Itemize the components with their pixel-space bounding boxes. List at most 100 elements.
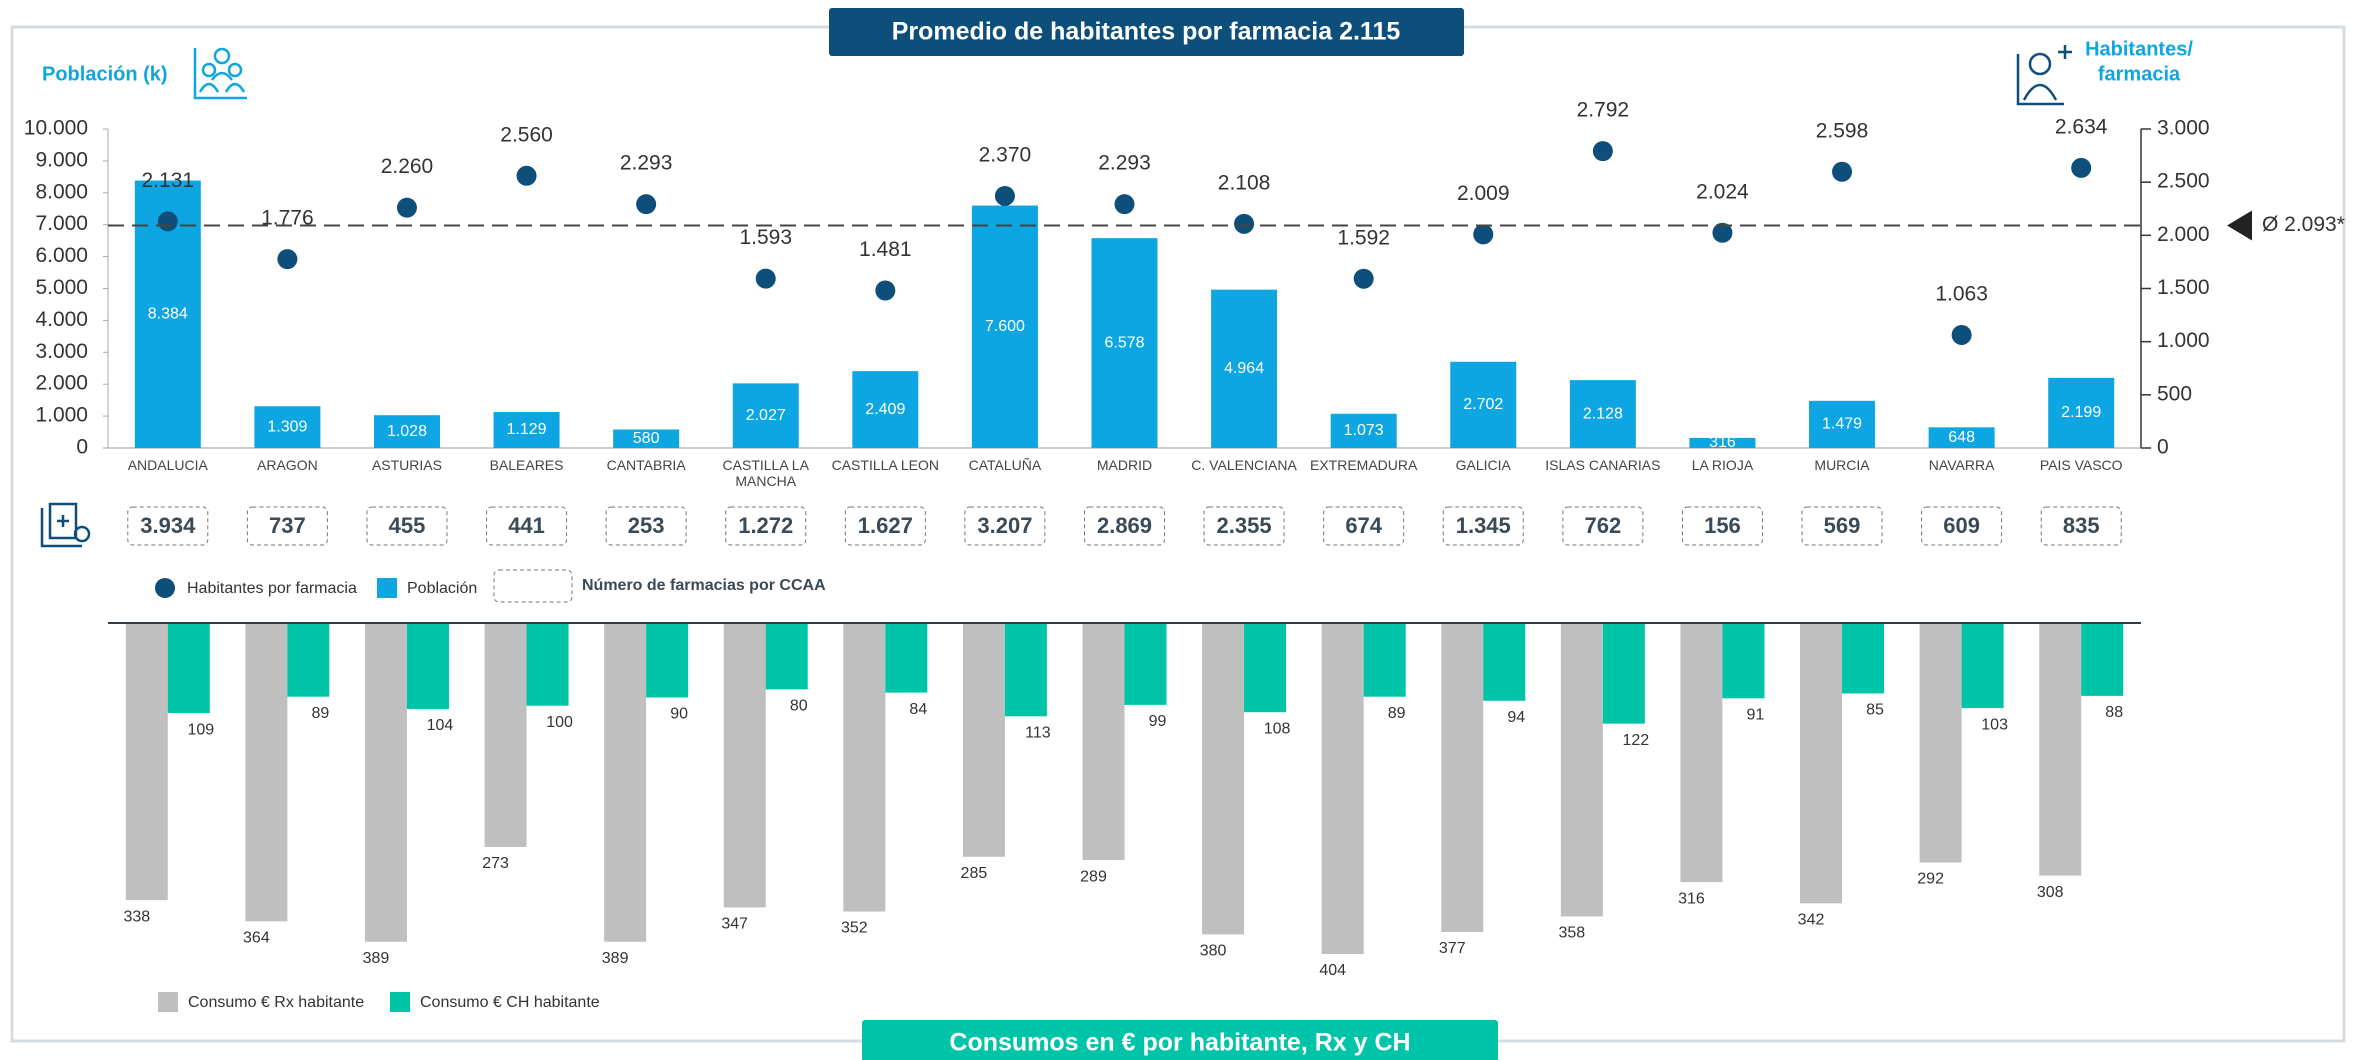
bar bbox=[1082, 624, 1125, 861]
bar-label: 88 bbox=[2105, 704, 2123, 721]
bar bbox=[245, 624, 288, 922]
bar bbox=[1602, 624, 1645, 724]
dot bbox=[1951, 324, 1972, 345]
bar-label: 4.964 bbox=[1224, 360, 1264, 377]
pharmacy-box bbox=[1801, 506, 1883, 546]
bar bbox=[2039, 624, 2082, 876]
x-tick-label-text: BALEARES bbox=[489, 457, 564, 473]
bar bbox=[1202, 624, 1245, 935]
legend-label: Población bbox=[407, 580, 477, 597]
x-tick-label: GALICIA bbox=[1455, 457, 1511, 473]
x-tick-label: EXTREMADURA bbox=[1310, 457, 1417, 473]
pharmacy-count: 2.869 bbox=[1097, 513, 1152, 538]
dot bbox=[1114, 194, 1135, 215]
bar-label: 389 bbox=[363, 950, 390, 967]
pharmacy-box bbox=[127, 506, 209, 546]
y-tick-label: 0 bbox=[76, 436, 88, 459]
x-tick-label-text: CASTILLA LA MANCHA bbox=[722, 457, 809, 489]
x-tick-label: CASTILLA LEON bbox=[831, 457, 939, 473]
bar bbox=[493, 411, 560, 448]
bar bbox=[1680, 624, 1723, 883]
bar-label: 108 bbox=[1264, 720, 1291, 737]
pharmacy-box bbox=[605, 506, 687, 546]
x-tick-label-text: PAIS VASCO bbox=[2039, 457, 2123, 473]
bar-label: 389 bbox=[602, 950, 629, 967]
bar bbox=[1689, 437, 1756, 448]
bar bbox=[604, 624, 647, 942]
bar bbox=[1722, 624, 1765, 699]
bar-label: 1.028 bbox=[387, 423, 427, 440]
pharmacy-count: 2.355 bbox=[1217, 513, 1272, 538]
title-box bbox=[862, 1020, 1498, 1060]
y-tick-label: 3.000 bbox=[35, 340, 88, 363]
bar bbox=[765, 624, 808, 690]
bar bbox=[852, 371, 919, 448]
pharmacy-box bbox=[246, 506, 328, 546]
bar-label: 2.702 bbox=[1463, 396, 1503, 413]
dot-label: 2.260 bbox=[381, 155, 434, 178]
dot bbox=[1234, 213, 1255, 234]
pharmacy-count: 674 bbox=[1345, 513, 1382, 538]
dot-label: 2.009 bbox=[1457, 182, 1510, 205]
dot-label: 2.108 bbox=[1218, 171, 1271, 194]
bar bbox=[1919, 624, 1962, 863]
bar-label: 109 bbox=[187, 721, 214, 738]
x-tick-label: CATALUÑA bbox=[968, 457, 1042, 473]
bar bbox=[1330, 413, 1397, 448]
dot-label: 2.131 bbox=[142, 169, 195, 192]
pharmacy-count: 455 bbox=[389, 513, 426, 538]
bar bbox=[723, 624, 766, 908]
y2-tick-label: 2.500 bbox=[2157, 170, 2210, 193]
dot bbox=[755, 268, 776, 289]
x-tick-label-text: CATALUÑA bbox=[968, 457, 1042, 473]
y-axis-label: Población (k) bbox=[42, 63, 168, 85]
bar-label: 648 bbox=[1948, 429, 1975, 446]
bar bbox=[2048, 377, 2115, 448]
bar-label: 91 bbox=[1747, 707, 1765, 724]
x-tick-label: LA RIOJA bbox=[1692, 457, 1753, 473]
x-tick-label-text: NAVARRA bbox=[1928, 457, 1995, 473]
dot-label: 1.592 bbox=[1337, 226, 1390, 249]
legend-label: Habitantes por farmacia bbox=[187, 580, 357, 597]
x-tick-label-text: MURCIA bbox=[1814, 457, 1870, 473]
bar bbox=[1441, 624, 1484, 932]
y2-tick-label: 2.000 bbox=[2157, 223, 2210, 246]
x-tick-label: ISLAS CANARIAS bbox=[1545, 457, 1660, 473]
dot-label: 2.598 bbox=[1816, 119, 1869, 142]
pharmacy-count: 441 bbox=[508, 513, 545, 538]
y2-tick-label: 3.000 bbox=[2157, 117, 2210, 140]
bar bbox=[2081, 624, 2124, 696]
pharmacy-box bbox=[366, 506, 448, 546]
bar bbox=[1569, 380, 1636, 448]
pharmacy-box bbox=[1084, 506, 1165, 546]
dot bbox=[277, 249, 298, 270]
bar bbox=[885, 624, 928, 693]
bar bbox=[484, 624, 527, 847]
x-tick-label: MADRID bbox=[1097, 457, 1152, 473]
bar-label: 103 bbox=[1981, 716, 2008, 733]
dot bbox=[2071, 157, 2092, 178]
bar bbox=[406, 624, 449, 709]
bar-label: 6.578 bbox=[1104, 334, 1144, 351]
x-tick-label-text: GALICIA bbox=[1455, 457, 1511, 473]
pharmacy-count: 737 bbox=[269, 513, 306, 538]
bar-label: 1.479 bbox=[1822, 416, 1862, 433]
pharmacy-count: 3.934 bbox=[140, 513, 196, 538]
bar-label: 7.600 bbox=[985, 318, 1025, 335]
dot bbox=[994, 185, 1015, 206]
y-tick-label: 2.000 bbox=[35, 372, 88, 395]
pharmacy-box bbox=[1323, 506, 1405, 546]
y-tick-label: 1.000 bbox=[35, 404, 88, 427]
x-tick-label-text: CASTILLA LEON bbox=[831, 457, 939, 473]
dot-label: 1.593 bbox=[739, 226, 792, 249]
dot bbox=[1353, 268, 1374, 289]
bar bbox=[1483, 624, 1526, 701]
y-tick-label: 4.000 bbox=[35, 308, 88, 331]
bar-label: 289 bbox=[1080, 868, 1107, 885]
bar bbox=[1124, 624, 1167, 705]
y-tick-label: 6.000 bbox=[35, 244, 88, 267]
dot bbox=[516, 165, 537, 186]
bar-label: 380 bbox=[1200, 943, 1227, 960]
